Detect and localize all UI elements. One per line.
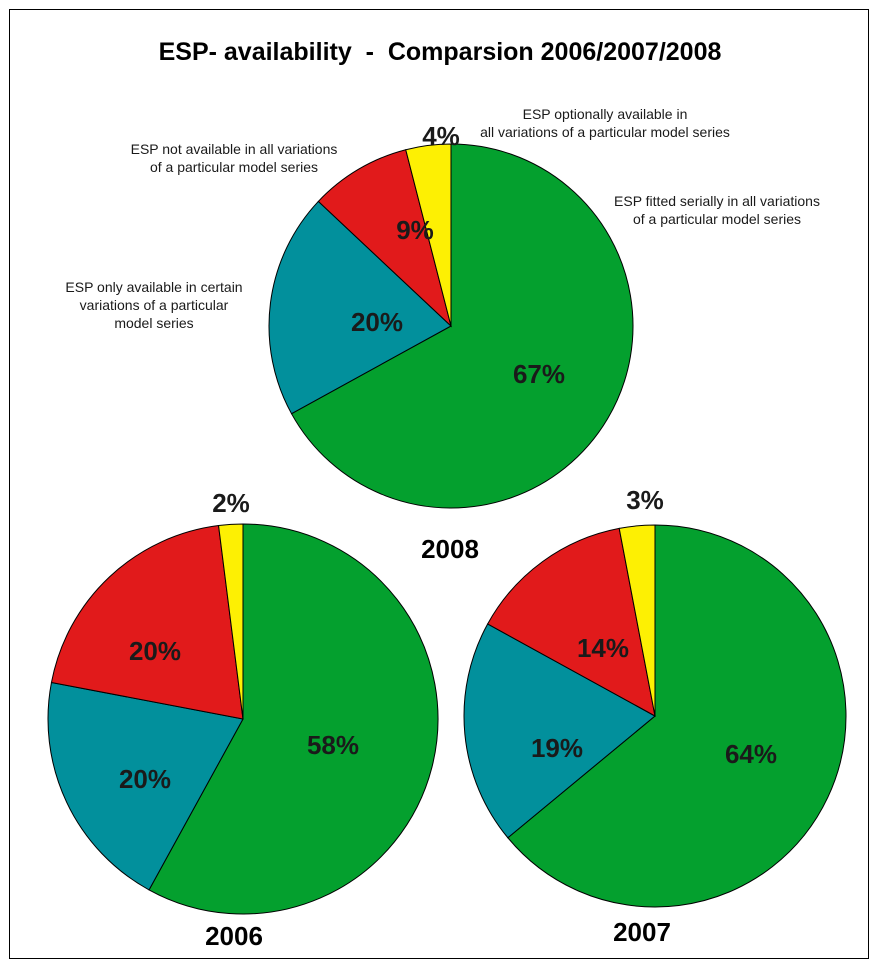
slice-2006-fitted-serially [148,523,439,915]
year-label-2008: 2008 [421,534,479,564]
legend-line: ESP not available in all variations [131,141,338,157]
pct-label-2007-certain-variations: 19% [531,733,583,763]
legend-line: ESP only available in certain [65,279,242,295]
slice-2008-optionally-available [405,143,452,327]
legend-line: of a particular model series [633,211,801,227]
year-label-2006: 2006 [205,921,263,951]
legend-fitted-serially: ESP fitted serially in all variations of … [614,193,820,227]
slice-2008-not-available [317,149,452,328]
legend-optionally-available: ESP optionally available in all variation… [480,106,730,140]
slice-2006-optionally-available [218,523,244,720]
legend-line: ESP fitted serially in all variations [614,193,820,209]
pie-2007: 64% 19% 14% 3% [463,485,847,908]
legend-line: model series [114,315,193,331]
legend-text-certain-variations: ESP only available in certain variations … [65,279,242,331]
pct-label-2006-fitted-serially: 58% [307,730,359,760]
slice-2006-certain-variations [47,681,244,891]
legend-text-not-available: ESP not available in all variations of a … [131,141,338,175]
slice-2007-not-available [486,527,656,717]
slice-2007-optionally-available [618,524,656,717]
pct-label-2006-certain-variations: 20% [119,764,171,794]
chart-title: ESP- availability - Comparsion 2006/2007… [159,38,722,66]
slice-2007-certain-variations [463,623,656,839]
slice-2007-fitted-serially [507,524,847,908]
year-label-2007: 2007 [613,917,671,947]
pct-label-2008-optionally-available: 4% [422,121,460,151]
slice-2006-not-available [50,524,244,720]
legend-not-available: ESP not available in all variations of a … [131,141,338,175]
pie-2006: 58% 20% 20% 2% [47,488,439,915]
legend-line: all variations of a particular model ser… [480,124,730,140]
legend-text-fitted-serially: ESP fitted serially in all variations of … [614,193,820,227]
legend-certain-variations: ESP only available in certain variations … [65,279,242,331]
esp-pie-charts: ESP- availability - Comparsion 2006/2007… [47,38,847,951]
pct-label-2008-certain-variations: 20% [351,307,403,337]
pie-2008: 67% 20% 9% 4% [268,121,634,509]
chart-frame: ESP- availability - Comparsion 2006/2007… [9,9,869,959]
pct-label-2008-fitted-serially: 67% [513,359,565,389]
pct-label-2007-fitted-serially: 64% [725,739,777,769]
slice-2008-certain-variations [268,200,452,415]
legend-line: of a particular model series [150,159,318,175]
legend-line: ESP optionally available in [523,106,688,122]
legend-text-optionally-available: ESP optionally available in all variation… [480,106,730,140]
pct-label-2007-not-available: 14% [577,633,629,663]
pct-label-2008-not-available: 9% [396,215,434,245]
pct-label-2006-not-available: 20% [129,636,181,666]
legend-line: variations of a particular [80,297,229,313]
pct-label-2007-optionally-available: 3% [626,485,664,515]
slice-2008-fitted-serially [290,143,634,509]
pct-label-2006-optionally-available: 2% [212,488,250,518]
